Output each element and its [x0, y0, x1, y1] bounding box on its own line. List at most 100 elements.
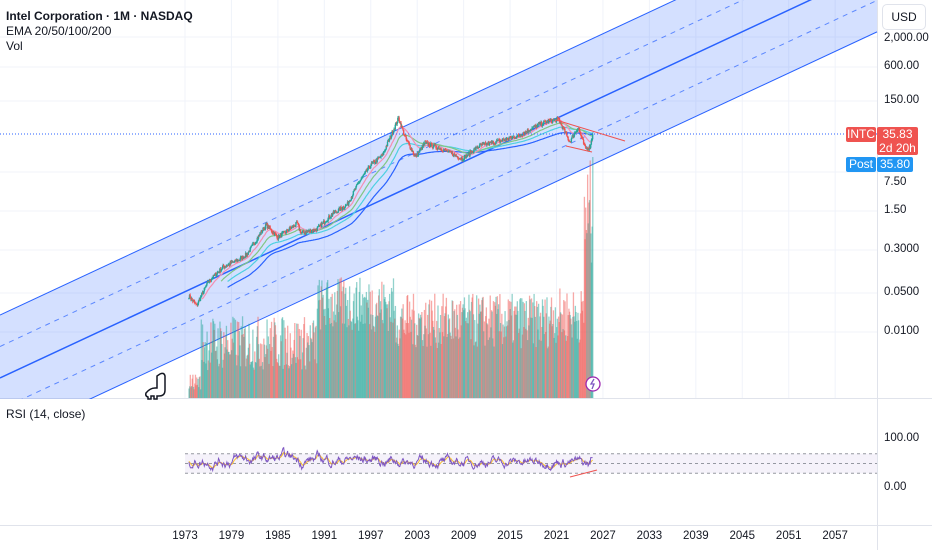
candle-body: [383, 151, 386, 152]
candle-body: [557, 117, 559, 119]
candle-body: [557, 118, 560, 119]
candle-body: [580, 136, 583, 138]
candle-body: [315, 228, 317, 230]
candle-body: [385, 146, 387, 150]
candle-body: [352, 195, 354, 198]
candle-body: [329, 217, 331, 219]
candle-body: [281, 232, 283, 238]
volume-bar: [287, 325, 289, 398]
candle-body: [508, 138, 510, 140]
candle-body: [301, 231, 304, 233]
candle-body: [576, 130, 578, 132]
candle-body: [376, 157, 378, 162]
candle-body: [421, 145, 424, 150]
symbol-tag: INTC: [846, 127, 876, 142]
trendline: [555, 119, 626, 142]
candle-body: [388, 138, 391, 142]
candle-body: [285, 230, 287, 233]
candle-body: [204, 286, 207, 288]
candle-body: [484, 142, 487, 144]
candle-body: [458, 158, 460, 160]
currency-button[interactable]: USD: [882, 4, 926, 30]
candle-body: [553, 119, 555, 121]
candle-body: [461, 157, 464, 161]
candle-body: [573, 135, 575, 138]
candle-body: [294, 225, 296, 227]
candle-body: [386, 141, 389, 147]
candle-body: [578, 128, 580, 130]
time-tick: 1979: [218, 530, 245, 542]
candle-body: [399, 120, 401, 124]
candle-body: [584, 145, 587, 148]
candle-body: [346, 204, 348, 206]
candle-body: [465, 154, 467, 159]
volume-bar: [252, 329, 254, 398]
rsi-legend[interactable]: RSI (14, close): [6, 407, 86, 421]
candle-body: [591, 134, 594, 140]
candle-body: [209, 279, 211, 281]
candle-body: [237, 259, 240, 261]
volume-indicator-label[interactable]: Vol: [6, 39, 23, 53]
candle-body: [398, 117, 400, 121]
candle-body: [210, 279, 213, 281]
candle-body: [457, 158, 460, 160]
candle-body: [470, 151, 473, 154]
candle-body: [582, 138, 584, 140]
candle-body: [393, 129, 396, 130]
candle-body: [277, 238, 279, 240]
candle-body: [580, 133, 582, 137]
candle-body: [453, 153, 455, 157]
candle-body: [321, 223, 323, 228]
candle-body: [290, 226, 293, 229]
time-tick: 2033: [636, 530, 663, 542]
candle-body: [412, 151, 415, 154]
candle-body: [515, 137, 518, 139]
candle-body: [281, 232, 284, 234]
candle-body: [507, 139, 509, 141]
candle-body: [195, 303, 197, 305]
candle-body: [203, 290, 205, 294]
post-market-label: Post: [846, 157, 876, 172]
candle-body: [340, 206, 342, 209]
candle-body: [297, 223, 300, 225]
candle-body: [541, 125, 544, 127]
candle-body: [445, 149, 447, 152]
symbol-title[interactable]: Intel Corporation · 1M · NASDAQ: [6, 9, 193, 23]
ema-indicator-label[interactable]: EMA 20/50/100/200: [6, 24, 112, 38]
candle-body: [424, 141, 426, 145]
candle-body: [466, 155, 469, 156]
candle-body: [386, 146, 388, 147]
rsi-trendline: [569, 469, 598, 478]
candle-body: [419, 149, 421, 153]
candle-body: [527, 129, 529, 132]
candle-body: [324, 222, 326, 224]
candle-body: [223, 265, 225, 267]
candle-body: [428, 143, 431, 147]
channel-dashed-line: [0, 0, 878, 410]
candle-body: [447, 151, 449, 153]
candle-body: [407, 140, 409, 143]
candle-body: [413, 153, 415, 156]
candle-body: [254, 242, 257, 245]
candle-body: [581, 137, 584, 139]
candle-body: [501, 140, 504, 141]
candle-body: [544, 121, 547, 123]
candle-body: [327, 217, 329, 221]
candle-body: [220, 269, 222, 272]
candle-body: [380, 154, 382, 158]
candle-body: [350, 196, 353, 201]
candle-body: [584, 144, 586, 146]
candle-body: [368, 165, 371, 168]
candle-body: [250, 246, 252, 248]
candle-body: [548, 119, 551, 121]
candle-body: [453, 153, 456, 155]
candle-body: [424, 141, 427, 143]
candle-body: [337, 208, 340, 212]
candle-body: [406, 139, 408, 141]
candle-body: [402, 129, 405, 135]
candle-body: [362, 175, 364, 177]
candle-body: [390, 135, 393, 138]
candle-body: [542, 124, 544, 126]
volume-bar: [206, 331, 208, 398]
